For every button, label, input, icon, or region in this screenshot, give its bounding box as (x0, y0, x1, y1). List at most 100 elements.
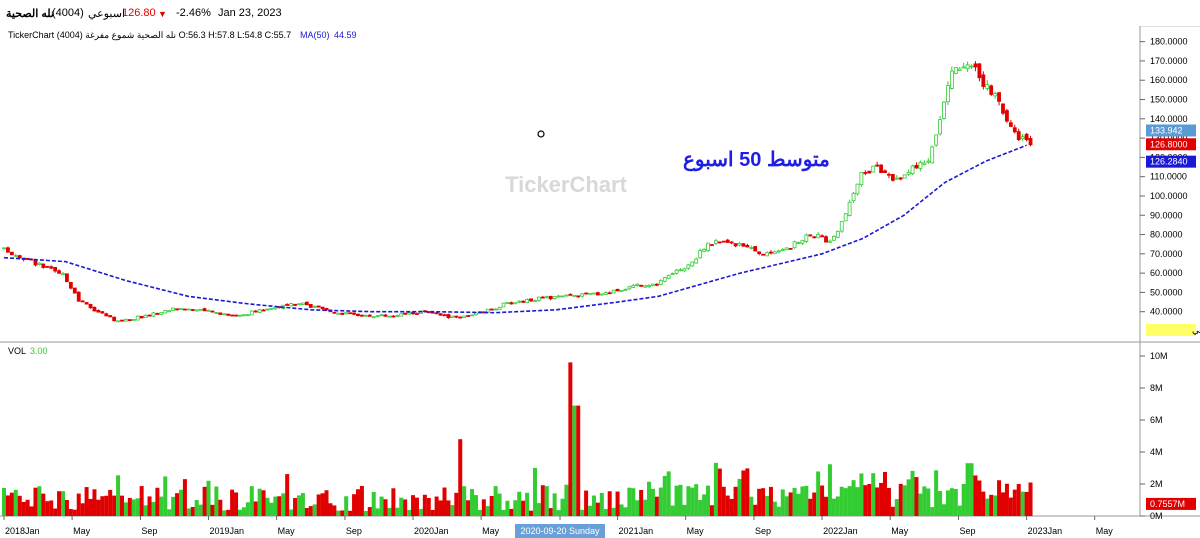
candle-body (9, 251, 14, 256)
volume-bar (706, 485, 711, 516)
volume-bar (977, 480, 982, 516)
volume-bar (391, 488, 396, 516)
candle-body (713, 240, 718, 244)
candle-body (615, 288, 620, 292)
candle-body (533, 300, 537, 303)
volume-bar (489, 496, 494, 516)
candle-body (949, 70, 954, 89)
volume-bar (450, 505, 455, 516)
volume-bar (253, 501, 258, 516)
candle-body (706, 242, 710, 252)
candle-body (698, 250, 703, 259)
volume-bar (60, 491, 65, 516)
volume-bar (694, 484, 699, 516)
candle-body (654, 283, 659, 286)
candle-body (568, 293, 573, 296)
candle-body (466, 315, 471, 317)
volume-bar (226, 509, 231, 516)
volume-bar (851, 480, 856, 516)
candle-body (312, 305, 317, 308)
volume-bar (399, 497, 404, 516)
candle-body (816, 233, 821, 239)
volume-bar (961, 483, 966, 516)
candle-body (737, 242, 742, 246)
volume-bar (57, 491, 62, 516)
candle-body (72, 287, 77, 294)
volume-bar (328, 503, 333, 516)
candle-body (124, 318, 128, 322)
volume-bar (273, 496, 278, 516)
candle-body (847, 201, 852, 216)
volume-bar (556, 510, 561, 516)
candle-body (855, 183, 860, 195)
candle-body (651, 283, 655, 286)
volume-last-tag-box (1146, 497, 1196, 510)
candle-body (458, 316, 463, 319)
candle-body (965, 64, 970, 70)
volume-bar (584, 490, 589, 516)
volume-bar (564, 484, 569, 516)
candle-body (808, 234, 813, 237)
volume-bar (796, 493, 801, 516)
volume-bar (627, 487, 632, 516)
volume-bar (383, 499, 388, 516)
volume-bar (572, 405, 577, 516)
time-tick-label: 2021Jan (619, 526, 654, 536)
close-price-tag-text: 126.8000 (1150, 139, 1188, 149)
candle-body (548, 295, 553, 300)
candle-body (1016, 131, 1021, 141)
candle-body (627, 286, 632, 290)
stock-chart[interactable]: TickerChart نله الصحية شموع مفرغة (4004)… (0, 26, 1200, 538)
candle-body (442, 314, 447, 317)
volume-bar (293, 498, 298, 516)
price-tick-label: 90.0000 (1150, 210, 1183, 220)
volume-bar (591, 495, 596, 516)
candle-body (934, 134, 939, 146)
volume-bar (104, 495, 109, 516)
candle-body (757, 251, 762, 255)
volume-bar (245, 502, 250, 516)
volume-bar (835, 496, 840, 516)
volume-bar (635, 500, 640, 516)
volume-bar (33, 487, 38, 516)
candle-body (977, 63, 982, 79)
volume-bar (702, 494, 707, 516)
volume-bar (454, 492, 459, 516)
candle-body (293, 303, 297, 306)
candle-body (883, 170, 887, 173)
candle-body (104, 313, 109, 317)
volume-bar (171, 496, 176, 516)
volume-bar (462, 486, 467, 516)
candle-body (403, 312, 408, 315)
volume-bar (957, 505, 962, 516)
candle-body (131, 318, 136, 321)
candle-body (316, 305, 321, 308)
candle-body (163, 310, 168, 314)
volume-bar (808, 498, 813, 516)
candle-body (332, 311, 337, 314)
volume-bar (906, 479, 911, 516)
candle-body (800, 239, 805, 244)
volume-bar (820, 485, 825, 516)
volume-bar (371, 491, 376, 516)
candle-body (387, 315, 392, 318)
candle-body (859, 172, 864, 186)
candle-body (686, 264, 691, 269)
time-tick-label: May (891, 526, 909, 536)
candle-body (831, 236, 836, 241)
volume-bar (647, 481, 652, 516)
mode-tag-box (1146, 324, 1196, 336)
candle-body (367, 314, 372, 317)
candle-body (6, 247, 10, 253)
candle-body (57, 270, 61, 274)
candle-body (371, 316, 376, 319)
candle-body (273, 306, 278, 310)
volume-bar (21, 501, 26, 516)
volume-bar (473, 495, 478, 516)
price-label: 126.80 (122, 7, 156, 19)
volume-bar (757, 488, 762, 516)
candle-body (88, 303, 93, 309)
volume-bar (859, 473, 864, 516)
volume-bar (206, 480, 211, 516)
candle-body (839, 221, 844, 232)
